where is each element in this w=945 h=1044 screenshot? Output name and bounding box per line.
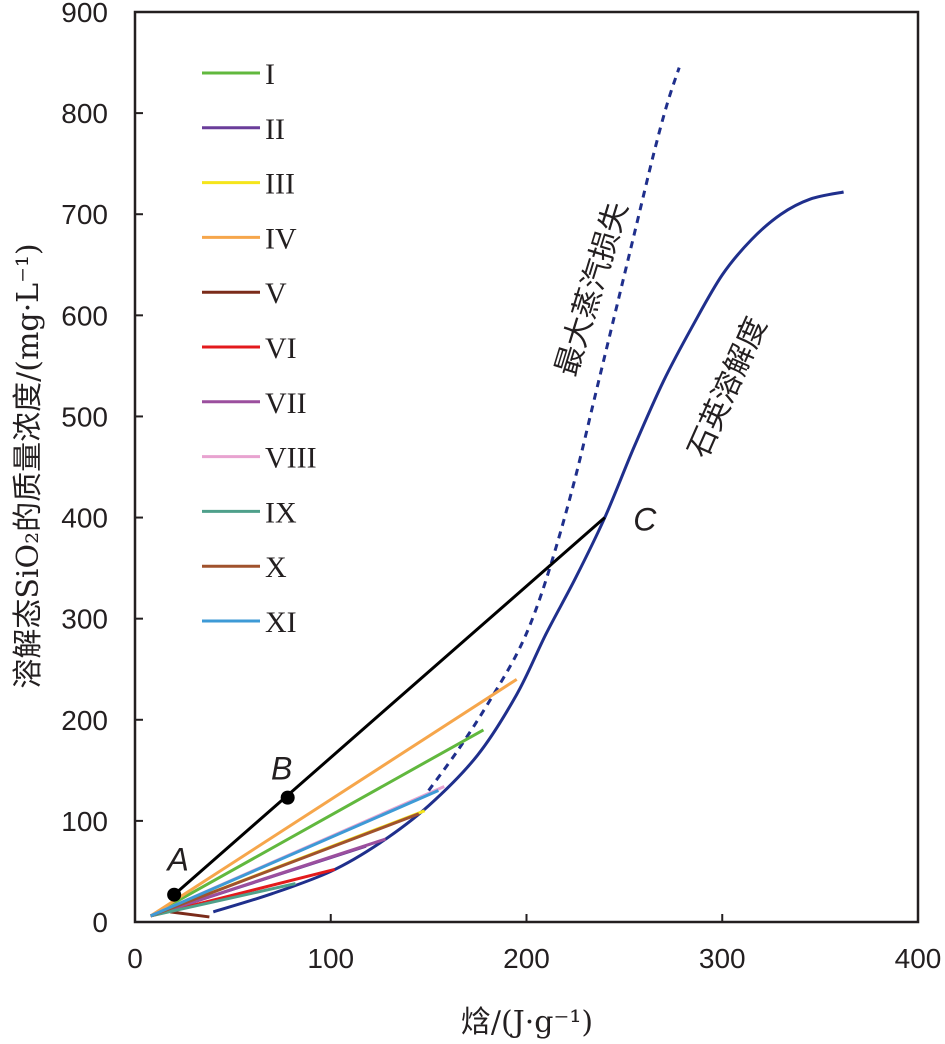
- y-tick-label: 700: [61, 199, 108, 230]
- legend-label: III: [265, 168, 295, 201]
- series-line: [170, 910, 210, 919]
- legend-label: VII: [265, 387, 307, 420]
- point-marker: [167, 887, 182, 902]
- y-tick-label: 600: [61, 300, 108, 331]
- axis-labels: 焓/(J·g⁻¹) 溶解态SiO₂的质量浓度/(mg·L⁻¹): [11, 243, 593, 1040]
- curve-label: 最大蒸汽损失: [549, 198, 635, 380]
- point-label: A: [165, 842, 188, 878]
- legend-label: I: [265, 58, 275, 91]
- series-line: [150, 882, 296, 918]
- line-a-c: [173, 516, 606, 896]
- series-line: [150, 812, 420, 918]
- y-tick-label: 400: [61, 503, 108, 534]
- max-steam-loss-curve: [427, 67, 681, 792]
- y-tick-label: 800: [61, 98, 108, 129]
- point-marker: [280, 790, 295, 805]
- x-axis-label: 焓/(J·g⁻¹): [461, 1005, 593, 1040]
- y-tick-label: 200: [61, 705, 108, 736]
- x-tick-label: 100: [307, 943, 354, 974]
- y-tick-label: 500: [61, 401, 108, 432]
- series-line: [150, 837, 387, 918]
- legend-label: IV: [265, 222, 297, 255]
- y-tick-label: 300: [61, 604, 108, 635]
- y-tick-label: 100: [61, 806, 108, 837]
- legend-label: VI: [265, 332, 297, 365]
- y-tick-label: 0: [92, 907, 108, 938]
- curve-label: 石英溶解度: [681, 312, 774, 463]
- legend-label: IX: [265, 496, 297, 529]
- y-tick-label: 900: [61, 0, 108, 28]
- point-label: B: [271, 751, 292, 787]
- x-tick-label: 400: [895, 943, 942, 974]
- legend-label: X: [265, 551, 287, 584]
- legend-label: II: [265, 113, 285, 146]
- quartz-solubility-curve: [212, 190, 844, 914]
- series-line: [150, 789, 440, 918]
- legend-label: XI: [265, 606, 297, 639]
- x-tick-label: 0: [127, 943, 143, 974]
- legend-label: VIII: [265, 442, 317, 475]
- series-line: [149, 678, 518, 918]
- y-axis-label: 溶解态SiO₂的质量浓度/(mg·L⁻¹): [11, 243, 46, 688]
- point-label: C: [633, 502, 657, 538]
- x-tick-label: 300: [699, 943, 746, 974]
- x-tick-label: 200: [503, 943, 550, 974]
- legend-label: V: [265, 277, 287, 310]
- series-line: [149, 728, 485, 918]
- axis-ticks: 0 100 200 300 400 0 100 200 300 400 500 600 700 800 90…: [61, 0, 941, 974]
- plot-frame: [133, 10, 920, 924]
